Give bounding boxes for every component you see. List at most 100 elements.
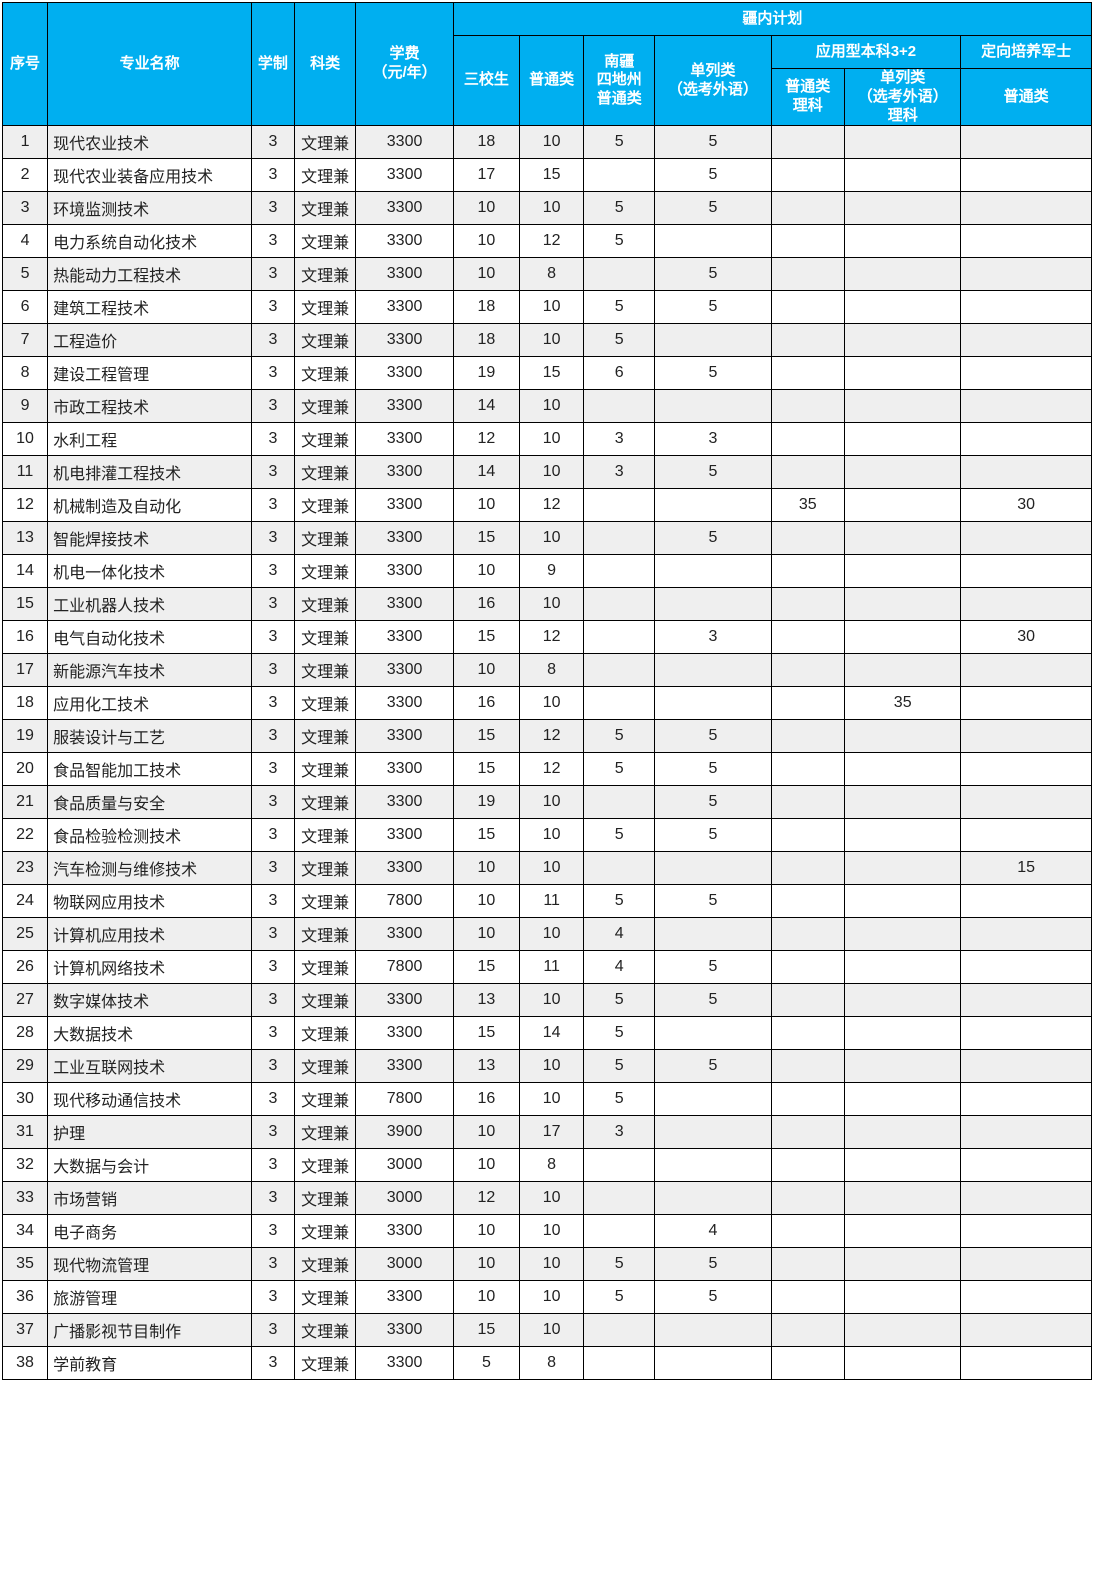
cell-c xyxy=(584,1182,655,1215)
cell-a: 10 xyxy=(453,885,519,918)
cell-d xyxy=(655,1116,771,1149)
cell-c xyxy=(584,1314,655,1347)
cell-c: 5 xyxy=(584,192,655,225)
cell-fee: 3300 xyxy=(356,126,453,159)
cell-a: 10 xyxy=(453,555,519,588)
cell-name: 食品智能加工技术 xyxy=(48,753,252,786)
cell-fee: 3300 xyxy=(356,225,453,258)
cell-g xyxy=(961,1347,1092,1380)
cell-f xyxy=(845,1116,961,1149)
cell-e xyxy=(771,1248,845,1281)
cell-f xyxy=(845,192,961,225)
cell-d xyxy=(655,687,771,720)
cell-d: 5 xyxy=(655,522,771,555)
cell-b: 10 xyxy=(520,324,584,357)
cell-b: 10 xyxy=(520,522,584,555)
cell-c xyxy=(584,852,655,885)
cell-dur: 3 xyxy=(252,192,295,225)
cell-idx: 20 xyxy=(3,753,48,786)
cell-c xyxy=(584,1347,655,1380)
cell-a: 15 xyxy=(453,819,519,852)
enrollment-plan-table: 序号 专业名称 学制 科类 学费 （元/年） 疆内计划 三校生 普通类 南疆 四… xyxy=(2,2,1092,1380)
cell-g xyxy=(961,258,1092,291)
cell-g xyxy=(961,918,1092,951)
cell-idx: 8 xyxy=(3,357,48,390)
cell-dur: 3 xyxy=(252,1248,295,1281)
header-ef: 应用型本科3+2 xyxy=(771,36,961,69)
table-row: 18应用化工技术3文理兼3300161035 xyxy=(3,687,1092,720)
cell-g: 15 xyxy=(961,852,1092,885)
cell-dur: 3 xyxy=(252,1347,295,1380)
cell-name: 汽车检测与维修技术 xyxy=(48,852,252,885)
cell-f xyxy=(845,1149,961,1182)
cell-e xyxy=(771,192,845,225)
cell-d: 5 xyxy=(655,192,771,225)
cell-e xyxy=(771,918,845,951)
cell-dur: 3 xyxy=(252,1182,295,1215)
cell-f xyxy=(845,159,961,192)
cell-e xyxy=(771,126,845,159)
cell-g xyxy=(961,357,1092,390)
cell-fee: 3000 xyxy=(356,1149,453,1182)
cell-name: 工业互联网技术 xyxy=(48,1050,252,1083)
cell-f xyxy=(845,456,961,489)
cell-cat: 文理兼 xyxy=(294,654,356,687)
cell-a: 10 xyxy=(453,192,519,225)
cell-e xyxy=(771,555,845,588)
cell-g xyxy=(961,192,1092,225)
cell-name: 电气自动化技术 xyxy=(48,621,252,654)
cell-e xyxy=(771,324,845,357)
cell-dur: 3 xyxy=(252,390,295,423)
cell-idx: 25 xyxy=(3,918,48,951)
table-row: 6建筑工程技术3文理兼3300181055 xyxy=(3,291,1092,324)
header-f-l2: （选考外语） xyxy=(858,88,948,105)
cell-b: 10 xyxy=(520,423,584,456)
cell-c xyxy=(584,687,655,720)
cell-fee: 3300 xyxy=(356,1017,453,1050)
cell-dur: 3 xyxy=(252,786,295,819)
cell-name: 大数据与会计 xyxy=(48,1149,252,1182)
cell-dur: 3 xyxy=(252,588,295,621)
cell-name: 建设工程管理 xyxy=(48,357,252,390)
cell-idx: 9 xyxy=(3,390,48,423)
cell-b: 10 xyxy=(520,588,584,621)
cell-dur: 3 xyxy=(252,1050,295,1083)
cell-b: 10 xyxy=(520,1182,584,1215)
table-row: 28大数据技术3文理兼330015145 xyxy=(3,1017,1092,1050)
header-d: 单列类 （选考外语） xyxy=(655,36,771,126)
cell-e xyxy=(771,588,845,621)
cell-f xyxy=(845,522,961,555)
cell-a: 16 xyxy=(453,588,519,621)
cell-g xyxy=(961,1215,1092,1248)
cell-b: 12 xyxy=(520,621,584,654)
table-row: 21食品质量与安全3文理兼330019105 xyxy=(3,786,1092,819)
cell-c xyxy=(584,621,655,654)
cell-g xyxy=(961,1149,1092,1182)
cell-c: 5 xyxy=(584,819,655,852)
cell-e xyxy=(771,1083,845,1116)
cell-c xyxy=(584,588,655,621)
cell-cat: 文理兼 xyxy=(294,819,356,852)
header-c: 南疆 四地州 普通类 xyxy=(584,36,655,126)
cell-a: 13 xyxy=(453,984,519,1017)
cell-g xyxy=(961,720,1092,753)
cell-f xyxy=(845,225,961,258)
cell-idx: 3 xyxy=(3,192,48,225)
cell-f xyxy=(845,918,961,951)
cell-fee: 7800 xyxy=(356,951,453,984)
cell-idx: 34 xyxy=(3,1215,48,1248)
cell-b: 9 xyxy=(520,555,584,588)
cell-e xyxy=(771,885,845,918)
cell-f xyxy=(845,390,961,423)
cell-a: 16 xyxy=(453,687,519,720)
cell-f xyxy=(845,951,961,984)
cell-idx: 38 xyxy=(3,1347,48,1380)
cell-f xyxy=(845,852,961,885)
cell-b: 10 xyxy=(520,1314,584,1347)
header-fee-l1: 学费 xyxy=(390,45,420,62)
cell-f xyxy=(845,1050,961,1083)
cell-cat: 文理兼 xyxy=(294,357,356,390)
cell-g xyxy=(961,456,1092,489)
cell-a: 18 xyxy=(453,291,519,324)
cell-g xyxy=(961,786,1092,819)
